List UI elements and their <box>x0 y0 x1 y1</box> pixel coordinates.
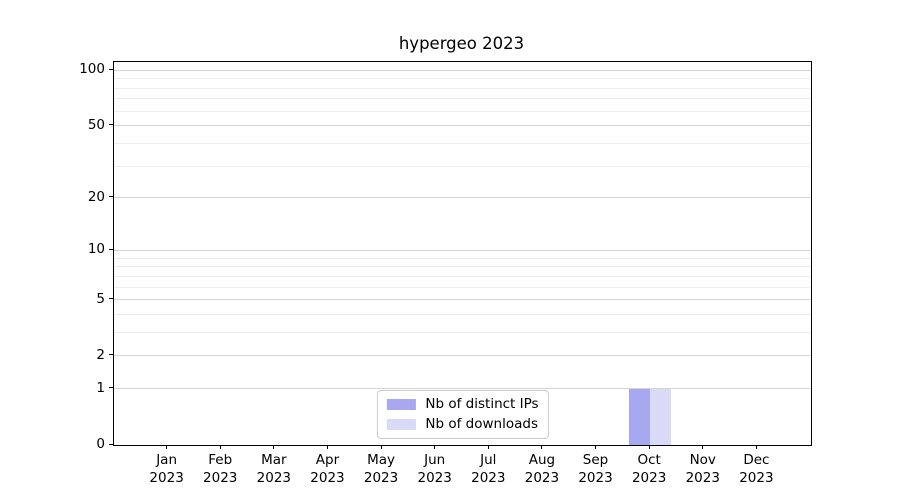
x-tick-label: Jan 2023 <box>149 452 184 486</box>
minor-gridline <box>114 275 811 277</box>
x-tick-mark <box>755 445 757 449</box>
y-tick-label: 100 <box>79 61 105 78</box>
minor-gridline <box>114 331 811 333</box>
x-tick-mark <box>273 445 275 449</box>
x-tick-label: Aug 2023 <box>524 452 560 486</box>
plot-area: Nb of distinct IPs Nb of downloads <box>113 61 812 446</box>
minor-gridline <box>114 266 811 268</box>
x-tick-mark <box>487 445 489 449</box>
x-tick-mark <box>166 445 168 449</box>
major-gridline <box>114 388 811 390</box>
x-tick-label: Feb 2023 <box>203 452 238 486</box>
y-tick-mark <box>109 443 113 445</box>
x-tick-label: Mar 2023 <box>256 452 292 486</box>
legend: Nb of distinct IPs Nb of downloads <box>376 390 549 439</box>
y-tick-mark <box>109 196 113 198</box>
minor-gridline <box>114 87 811 89</box>
x-tick-mark <box>434 445 436 449</box>
x-tick-mark <box>648 445 650 449</box>
y-tick-label: 20 <box>87 188 105 205</box>
x-tick-mark <box>326 445 328 449</box>
x-tick-mark <box>595 445 597 449</box>
x-tick-mark <box>219 445 221 449</box>
major-gridline <box>114 125 811 127</box>
x-tick-label: Nov 2023 <box>685 452 720 486</box>
legend-swatch-distinct-ips <box>386 399 416 410</box>
x-tick-label: Dec 2023 <box>739 452 774 486</box>
y-tick-mark <box>109 354 113 356</box>
x-tick-mark <box>541 445 543 449</box>
legend-item-downloads: Nb of downloads <box>386 416 538 433</box>
y-tick-label: 10 <box>87 241 105 258</box>
legend-item-distinct-ips: Nb of distinct IPs <box>386 396 539 413</box>
y-tick-mark <box>109 124 113 126</box>
y-tick-label: 50 <box>87 116 105 133</box>
y-tick-mark <box>109 298 113 300</box>
x-tick-label: Jun 2023 <box>417 452 452 486</box>
x-tick-label: Apr 2023 <box>310 452 345 486</box>
minor-gridline <box>114 78 811 80</box>
minor-gridline <box>114 143 811 145</box>
x-tick-label: Jul 2023 <box>471 452 506 486</box>
x-tick-mark <box>380 445 382 449</box>
y-tick-mark <box>109 68 113 70</box>
x-tick-label: May 2023 <box>363 452 399 486</box>
bar-downloads <box>650 388 672 445</box>
legend-label-downloads: Nb of downloads <box>425 416 538 432</box>
y-tick-mark <box>109 248 113 250</box>
y-tick-mark <box>109 387 113 389</box>
major-gridline <box>114 299 811 301</box>
minor-gridline <box>114 257 811 259</box>
minor-gridline <box>114 165 811 167</box>
major-gridline <box>114 355 811 357</box>
minor-gridline <box>114 110 811 112</box>
legend-label-distinct-ips: Nb of distinct IPs <box>425 396 539 412</box>
minor-gridline <box>114 98 811 100</box>
y-tick-label: 1 <box>96 379 105 396</box>
x-tick-mark <box>702 445 704 449</box>
major-gridline <box>114 69 811 71</box>
minor-gridline <box>114 313 811 315</box>
y-tick-label: 0 <box>96 436 105 452</box>
x-tick-label: Sep 2023 <box>578 452 613 486</box>
x-tick-label: Oct 2023 <box>631 452 667 486</box>
y-tick-label: 2 <box>96 346 105 363</box>
bar-distinct-ips <box>629 388 651 445</box>
major-gridline <box>114 249 811 251</box>
y-tick-label: 5 <box>96 290 105 307</box>
major-gridline <box>114 197 811 199</box>
legend-swatch-downloads <box>386 419 416 430</box>
chart-title: hypergeo 2023 <box>398 34 525 53</box>
minor-gridline <box>114 286 811 288</box>
